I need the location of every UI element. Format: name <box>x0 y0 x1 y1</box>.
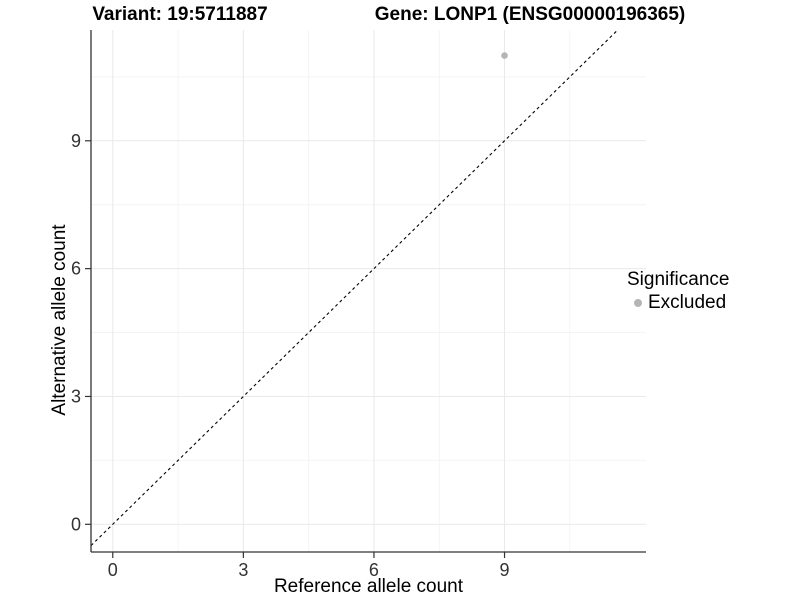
plot-title-variant: Variant: 19:5711887 <box>92 4 268 25</box>
x-tick-label: 0 <box>108 560 118 580</box>
y-tick-label: 0 <box>71 514 81 534</box>
legend-item-label: Excluded <box>648 292 727 313</box>
y-tick-label: 6 <box>71 259 81 279</box>
plot-title-gene: Gene: LONP1 (ENSG00000196365) <box>374 4 686 25</box>
identity-dashed-line <box>90 29 619 547</box>
y-tick-label: 9 <box>71 131 81 151</box>
data-point <box>501 52 508 59</box>
x-tick-label: 3 <box>238 560 248 580</box>
y-tick-label: 3 <box>71 386 81 406</box>
legend-point-icon <box>634 298 642 307</box>
x-tick-label: 6 <box>369 560 379 580</box>
legend: Significance Excluded <box>627 269 797 313</box>
legend-item-excluded: Excluded <box>634 292 797 313</box>
y-axis-title: Alternative allele count <box>49 224 70 416</box>
legend-title: Significance <box>627 269 730 290</box>
x-tick-label: 9 <box>500 560 510 580</box>
x-axis-title: Reference allele count <box>273 576 464 597</box>
